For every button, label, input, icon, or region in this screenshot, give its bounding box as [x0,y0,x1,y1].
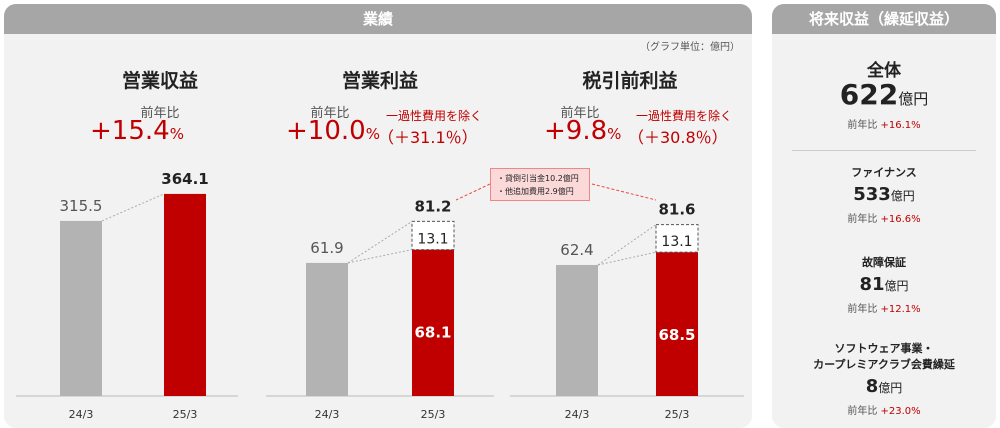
warranty-yoy: 前年比 +12.1% [847,304,921,315]
software-title-line1: ソフトウェア事業・ [834,342,934,355]
bar-value-label: 62.4 [560,241,593,259]
deferred-revenue-panel: 将来収益（繰延収益） 全体 622億円 前年比 +16.1% ファイナンス 53… [772,4,996,428]
software-value: 8億円 [865,376,903,397]
bar-25-3 [164,193,206,396]
yoy-value: +15.4% [90,116,184,146]
bar-one-time-cost [411,220,455,251]
growth-connector [101,193,165,222]
performance-panel: 業績 （グラフ単位：億円） 315.5 24/3 364.1 25/3 61.9 24/3… [4,4,752,428]
category-label: 25/3 [665,408,690,421]
chart-title: 営業利益 [341,70,418,92]
bar-24-3 [306,262,348,396]
adjusted-label: 一過性費用を除く [636,109,733,123]
software-yoy: 前年比 +23.0% [847,406,921,417]
bar-value-label: 315.5 [60,197,103,215]
chart-title: 税引前利益 [582,70,678,92]
category-label: 24/3 [69,408,94,421]
category-label: 25/3 [421,408,446,421]
bar-one-time-label: 13.1 [661,234,692,250]
total-yoy: 前年比 +16.1% [847,120,921,131]
bar-charts: 315.5 24/3 364.1 25/3 61.9 24/3 68.1 13.1 81.2 25… [16,170,744,421]
one-time-cost-callout: ・貸倒引当金10.2億円 ・他追加費用2.9億円 [490,168,590,201]
callout-line: ・貸倒引当金10.2億円 [497,174,579,183]
finance-yoy: 前年比 +16.6% [847,214,921,225]
divider [792,150,976,151]
bar-one-time-label: 13.1 [417,232,448,248]
category-label: 24/3 [315,408,340,421]
bar-25-3-base [412,249,454,396]
bar-25-3-base [656,252,698,396]
chart-title: 営業収益 [121,70,198,92]
adjusted-value: （＋31.1％） [378,128,478,147]
growth-connector [347,249,413,264]
bar-base-label: 68.5 [658,326,695,344]
callout-connector [455,183,491,201]
total-value: 622億円 [839,78,929,111]
yoy-label: 前年比 [310,106,350,121]
bar-value-label: 364.1 [161,170,208,188]
unit-note: （グラフ単位：億円） [640,42,740,53]
yoy-label: 前年比 [140,106,180,121]
bar-base-label: 68.1 [414,324,451,342]
bar-24-3 [60,220,102,396]
warranty-title: 故障保証 [862,256,906,269]
yoy-value: +10.0% [286,116,380,146]
bar-value-label: 81.2 [414,197,451,215]
bar-one-time-cost [655,224,699,253]
category-label: 24/3 [565,408,590,421]
finance-title: ファイナンス [851,166,917,179]
adjusted-label: 一過性費用を除く [386,109,483,123]
yoy-value: +9.8% [544,116,622,146]
bar-24-3 [556,264,598,396]
software-title-line2: カープレミアクラブ会費繰延 [813,358,955,371]
finance-value: 533億円 [853,184,915,205]
category-label: 25/3 [173,408,198,421]
yoy-label: 前年比 [560,106,600,121]
total-title: 全体 [867,61,901,81]
bar-value-label: 61.9 [310,239,343,257]
growth-connector [347,221,413,264]
callout-connector [591,183,657,201]
adjusted-value: （＋30.8％） [628,128,728,147]
warranty-value: 81億円 [859,274,909,295]
callout-line: ・他追加費用2.9億円 [497,187,574,196]
growth-connector [597,251,657,266]
bar-value-label: 81.6 [658,201,695,219]
performance-header: 業績 [4,4,752,34]
deferred-revenue-header: 将来収益（繰延収益） [772,4,996,34]
